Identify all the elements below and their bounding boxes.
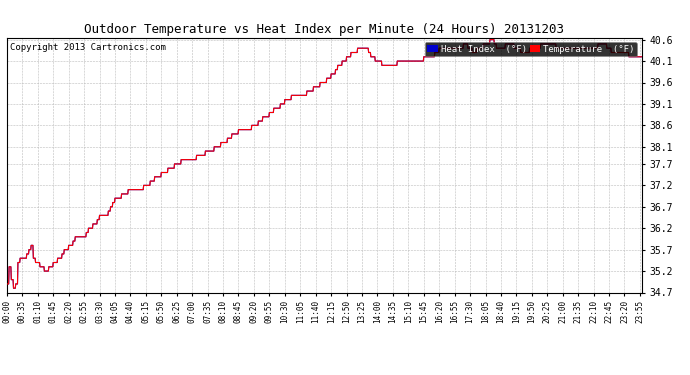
Legend: Heat Index  (°F), Temperature  (°F): Heat Index (°F), Temperature (°F) bbox=[424, 42, 637, 56]
Title: Outdoor Temperature vs Heat Index per Minute (24 Hours) 20131203: Outdoor Temperature vs Heat Index per Mi… bbox=[84, 23, 564, 36]
Text: Copyright 2013 Cartronics.com: Copyright 2013 Cartronics.com bbox=[10, 43, 166, 52]
